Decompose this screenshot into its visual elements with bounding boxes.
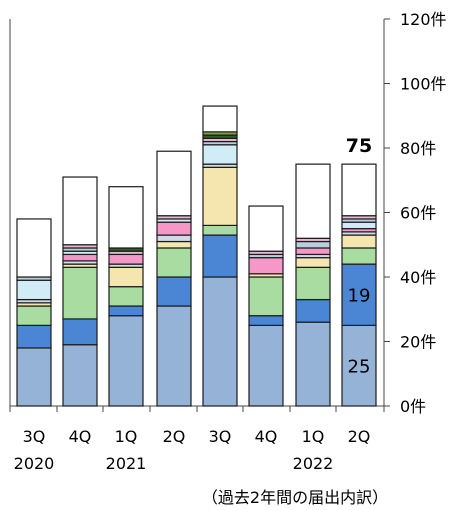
bar-segment-0-2 xyxy=(16,305,52,326)
x-tick-label-5: 4Q xyxy=(255,427,278,446)
bar-segment-1-0 xyxy=(62,344,98,407)
x-tick-label-4: 3Q xyxy=(209,427,232,446)
bar-segment-2-1 xyxy=(108,305,144,317)
segment-data-label-1: 19 xyxy=(348,286,371,307)
bar-segment-0-1 xyxy=(16,324,52,349)
x-tick-label-7: 2Q xyxy=(348,427,371,446)
bar-segment-7-11 xyxy=(341,163,377,217)
bar-stack-0 xyxy=(16,218,52,407)
y-tick-label-4: 80件 xyxy=(400,139,436,158)
x-tick-label-0: 3Q xyxy=(23,427,46,446)
year-label-2: 2021 xyxy=(106,454,147,473)
bar-segment-6-1 xyxy=(295,298,331,323)
bar-segment-5-5 xyxy=(248,257,284,275)
bar-segment-2-5 xyxy=(108,253,144,265)
bar-segment-6-2 xyxy=(295,266,331,301)
bar-segment-2-11 xyxy=(108,186,144,249)
bar-segment-5-1 xyxy=(248,315,284,326)
bar-segment-1-2 xyxy=(62,266,98,320)
bar-segment-7-6 xyxy=(341,221,377,230)
bar-segment-6-7 xyxy=(295,240,331,249)
y-tick-label-6: 120件 xyxy=(400,10,447,29)
bar-segment-5-0 xyxy=(248,324,284,407)
bar-segment-1-5 xyxy=(62,253,98,262)
bar-stack-2 xyxy=(108,186,144,407)
bar-segment-5-2 xyxy=(248,276,284,317)
chart-caption: （過去2年間の届出内訳） xyxy=(201,488,389,507)
year-label-6: 2022 xyxy=(293,454,334,473)
bar-segment-2-3 xyxy=(108,266,144,288)
segment-data-label-0: 25 xyxy=(348,357,371,378)
y-tick-label-5: 100件 xyxy=(400,75,447,94)
x-tick-label-1: 4Q xyxy=(69,427,92,446)
bar-segment-6-11 xyxy=(295,163,331,239)
bar-segment-5-11 xyxy=(248,205,284,252)
bar-segment-4-11 xyxy=(202,105,238,133)
bar-segment-4-2 xyxy=(202,224,238,236)
bar-segment-0-11 xyxy=(16,218,52,278)
bar-segment-4-0 xyxy=(202,276,238,407)
bar-segment-0-0 xyxy=(16,347,52,407)
bar-stack-3 xyxy=(156,150,192,407)
bar-segment-2-2 xyxy=(108,286,144,307)
bar-segment-4-3 xyxy=(202,166,238,227)
bar-stack-5 xyxy=(248,205,284,407)
x-tick-label-2: 1Q xyxy=(115,427,138,446)
bar-segment-3-3 xyxy=(156,240,192,249)
bar-segment-3-11 xyxy=(156,150,192,217)
bar-stack-4 xyxy=(202,105,238,407)
bar-segment-4-6 xyxy=(202,144,238,165)
bar-segment-6-3 xyxy=(295,257,331,268)
bar-segment-1-11 xyxy=(62,176,98,246)
y-tick-label-2: 40件 xyxy=(400,268,436,287)
bar-segment-6-0 xyxy=(295,321,331,407)
bar-segment-3-0 xyxy=(156,305,192,407)
y-tick-label-3: 60件 xyxy=(400,204,436,223)
bar-stack-7 xyxy=(341,163,377,407)
bar-segment-2-0 xyxy=(108,315,144,407)
bar-stack-1 xyxy=(62,176,98,407)
bar-segment-3-5 xyxy=(156,221,192,236)
bar-segment-6-5 xyxy=(295,247,331,256)
year-label-0: 2020 xyxy=(14,454,55,473)
bar-segment-7-1 xyxy=(341,263,377,326)
bar-segment-3-4 xyxy=(156,234,192,243)
bar-segment-3-2 xyxy=(156,247,192,278)
bar-segment-1-1 xyxy=(62,318,98,346)
bar-segment-0-6 xyxy=(16,279,52,301)
bar-segment-7-3 xyxy=(341,234,377,249)
bar-segment-4-1 xyxy=(202,234,238,278)
bar-stack-6 xyxy=(295,163,331,407)
y-tick-label-0: 0件 xyxy=(400,397,426,416)
x-tick-label-3: 2Q xyxy=(163,427,186,446)
bar-segment-7-2 xyxy=(341,247,377,265)
y-tick-label-1: 20件 xyxy=(400,333,436,352)
x-tick-label-6: 1Q xyxy=(302,427,325,446)
total-data-label: 75 xyxy=(346,135,372,157)
bar-segment-3-1 xyxy=(156,276,192,307)
bar-segment-7-0 xyxy=(341,324,377,407)
